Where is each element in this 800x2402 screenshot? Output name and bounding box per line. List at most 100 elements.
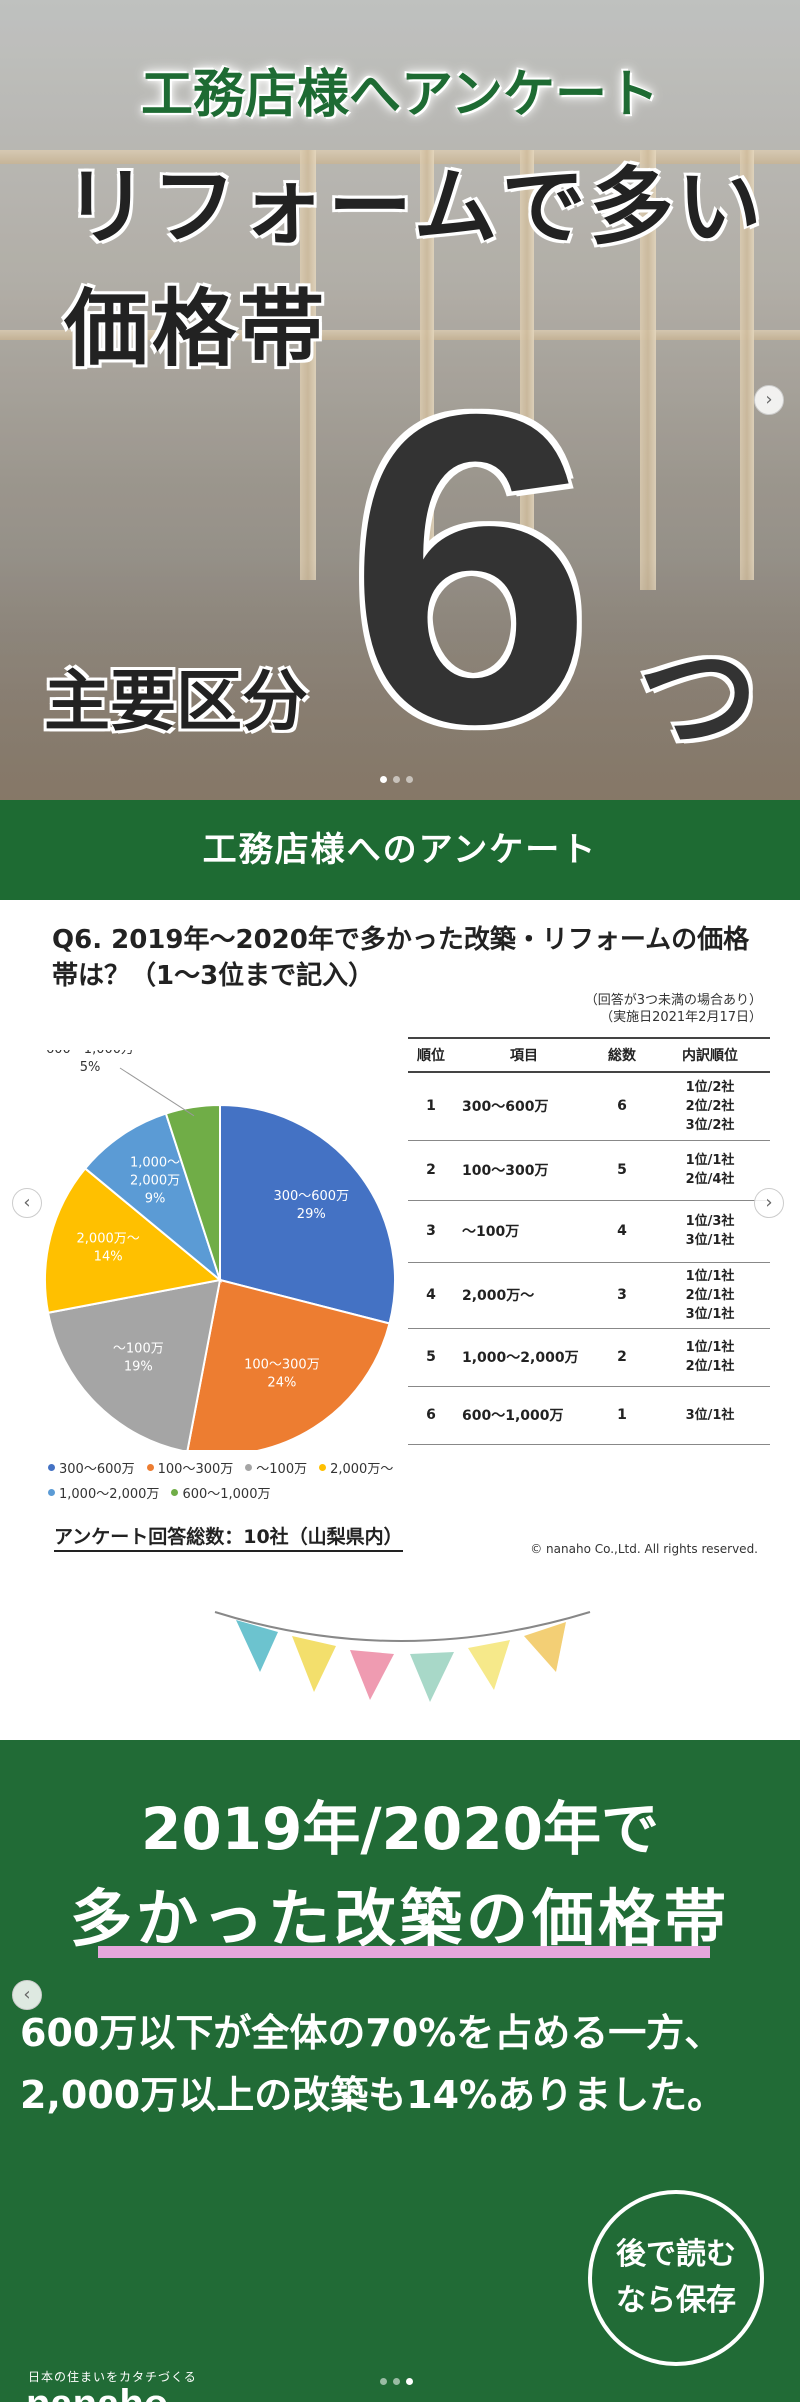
breakdown-line: 2位/2社 <box>685 1098 735 1114</box>
summary-heading-line2: 多かった改築の価格帯 <box>69 1882 730 1955</box>
cell-rank: 3 <box>408 1200 454 1263</box>
cell-total: 1 <box>594 1386 650 1445</box>
pie-slice <box>46 1278 222 1454</box>
carousel-dot[interactable] <box>393 776 400 783</box>
bunting-string <box>214 1611 591 1642</box>
carousel-dot-active[interactable] <box>406 2378 413 2385</box>
cover-subtitle: 工務店様へアンケート <box>141 65 659 125</box>
cell-rank: 5 <box>408 1328 454 1387</box>
cover-counter-suffix: つ <box>638 629 758 768</box>
cell-rank: 6 <box>408 1386 454 1445</box>
cover-main-label: 主要区分 <box>44 663 308 740</box>
legend-swatch <box>146 1464 154 1471</box>
table-header-total: 総数 <box>594 1037 650 1073</box>
legend-item: 1,000～2,000万 <box>48 1483 159 1502</box>
legend-swatch <box>171 1489 179 1496</box>
legend-label: ～100万 <box>256 1462 308 1477</box>
cell-rank: 1 <box>408 1072 454 1141</box>
legend-label: 600～1,000万 <box>182 1487 271 1502</box>
breakdown-line: 3位/1社 <box>685 1306 735 1322</box>
cell-total: 5 <box>594 1140 650 1201</box>
breakdown-line: 1位/2社 <box>685 1079 735 1095</box>
bunting-illustration <box>214 1611 591 1702</box>
pie-data-label: 2,000万～ 14% <box>77 1231 140 1264</box>
slide-survey-chart: 工務店様へのアンケート Q6. 2019年～2020年で多かった改築・リフォーム… <box>0 800 800 1600</box>
survey-total: アンケート回答総数：10社（山梨県内） <box>54 1522 403 1552</box>
cell-breakdown: 1位/1社 2位/1社 3位/1社 <box>650 1262 770 1329</box>
pie-data-label: ～100万 19% <box>113 1342 164 1375</box>
cell-breakdown: 1位/3社 3位/1社 <box>650 1200 770 1263</box>
table-row: 2 100～300万 5 1位/1社 2位/4社 <box>408 1140 770 1201</box>
legend-label: 100～300万 <box>157 1462 234 1477</box>
survey-header: 工務店様へのアンケート <box>0 800 800 900</box>
breakdown-line: 2位/1社 <box>685 1359 735 1374</box>
slide-summary: 2019年/2020年で 多かった改築の価格帯 600万以下が全体の70%を占め… <box>0 1740 800 2402</box>
breakdown-line: 1位/3社 <box>685 1214 735 1229</box>
cell-item: 300～600万 <box>454 1072 594 1141</box>
cell-item: 600～1,000万 <box>454 1386 594 1445</box>
cell-item: 100～300万 <box>454 1140 594 1201</box>
garland-decoration <box>0 1600 800 1740</box>
pie-chart: 300～600万 29% 100～300万 24% ～100万 19% 2,000万～ 14%… <box>40 1042 410 1456</box>
table-row: 1 300～600万 6 1位/2社 2位/2社 3位/2社 <box>408 1072 770 1141</box>
legend-label: 300～600万 <box>59 1462 135 1477</box>
legend-item: 100～300万 <box>146 1458 234 1477</box>
table-row: 4 2,000万～ 3 1位/1社 2位/1社 3位/1社 <box>408 1262 770 1329</box>
slide-cover: 工務店様へアンケート リフォームで多い 価格帯 6 つ 主要区分 › <box>0 0 800 800</box>
brand-logo: nanaho <box>26 2384 168 2402</box>
bunting-flag <box>524 1622 566 1672</box>
pie-data-label: 1,000～ 2,000万 9% <box>130 1155 180 1206</box>
background-floor <box>0 560 800 800</box>
cell-item: ～100万 <box>454 1200 594 1263</box>
cell-total: 4 <box>594 1200 650 1263</box>
cover-title-line1: リフォームで多い <box>64 158 766 256</box>
background-post <box>420 150 434 590</box>
prev-slide-button[interactable]: ‹ <box>12 1980 42 2010</box>
survey-question-line2: 帯は？（1～3位まで記入） <box>52 961 375 991</box>
pie-slice <box>219 1103 396 1325</box>
survey-question: Q6. 2019年～2020年で多かった改築・リフォームの価格 帯は？（1～3位… <box>52 922 772 994</box>
legend-swatch <box>245 1464 253 1471</box>
cell-rank: 4 <box>408 1262 454 1329</box>
table-header-item: 項目 <box>454 1037 594 1073</box>
carousel-dot[interactable] <box>406 776 413 783</box>
breakdown-line: 3位/1社 <box>685 1233 735 1248</box>
pie-slice <box>83 1112 223 1283</box>
survey-notes: （回答が3つ未満の場合あり） （実施日2021年2月17日） <box>585 992 762 1026</box>
breakdown-line: 2位/4社 <box>685 1172 735 1187</box>
carousel-dot[interactable] <box>380 2378 387 2385</box>
cell-breakdown: 1位/1社 2位/1社 <box>650 1328 770 1387</box>
legend-item: 2,000万～ <box>319 1458 393 1477</box>
carousel-dot[interactable] <box>393 2378 400 2385</box>
cover-title-line2: 価格帯 <box>64 280 329 378</box>
bubble-line1: 後で読む <box>616 2237 736 2272</box>
cell-rank: 2 <box>408 1140 454 1201</box>
bunting-flag <box>292 1636 336 1692</box>
next-slide-button[interactable]: › <box>754 1188 784 1218</box>
next-slide-button[interactable]: › <box>754 385 784 415</box>
cell-total: 6 <box>594 1072 650 1141</box>
bunting-flag <box>236 1620 278 1672</box>
table-header-breakdown: 内訳順位 <box>650 1037 770 1073</box>
table-row: 6 600～1,000万 1 3位/1社 <box>408 1386 770 1445</box>
legend-item: 600～1,000万 <box>171 1483 270 1502</box>
breakdown-line: 1位/1社 <box>685 1268 735 1284</box>
pie-data-label: 100～300万 24% <box>244 1358 320 1391</box>
carousel-dot-active[interactable] <box>380 776 387 783</box>
legend-label: 2,000万～ <box>330 1462 394 1477</box>
breakdown-line: 1位/1社 <box>685 1340 735 1355</box>
background-post <box>520 150 534 600</box>
background-post <box>640 150 656 590</box>
legend-swatch <box>48 1464 55 1471</box>
background-post <box>300 150 316 580</box>
bubble-line2: なら保存 <box>616 2283 736 2318</box>
cell-breakdown: 1位/2社 2位/2社 3位/2社 <box>650 1072 770 1141</box>
legend-label: 1,000～2,000万 <box>59 1487 160 1502</box>
bunting-flag <box>350 1650 394 1700</box>
breakdown-line: 3位/2社 <box>685 1117 735 1133</box>
pie-slice <box>164 1103 221 1281</box>
legend-item: ～100万 <box>245 1458 307 1477</box>
carousel-dots <box>380 776 413 783</box>
survey-question-line1: Q6. 2019年～2020年で多かった改築・リフォームの価格 <box>52 925 750 955</box>
prev-slide-button[interactable]: ‹ <box>12 1188 42 1218</box>
